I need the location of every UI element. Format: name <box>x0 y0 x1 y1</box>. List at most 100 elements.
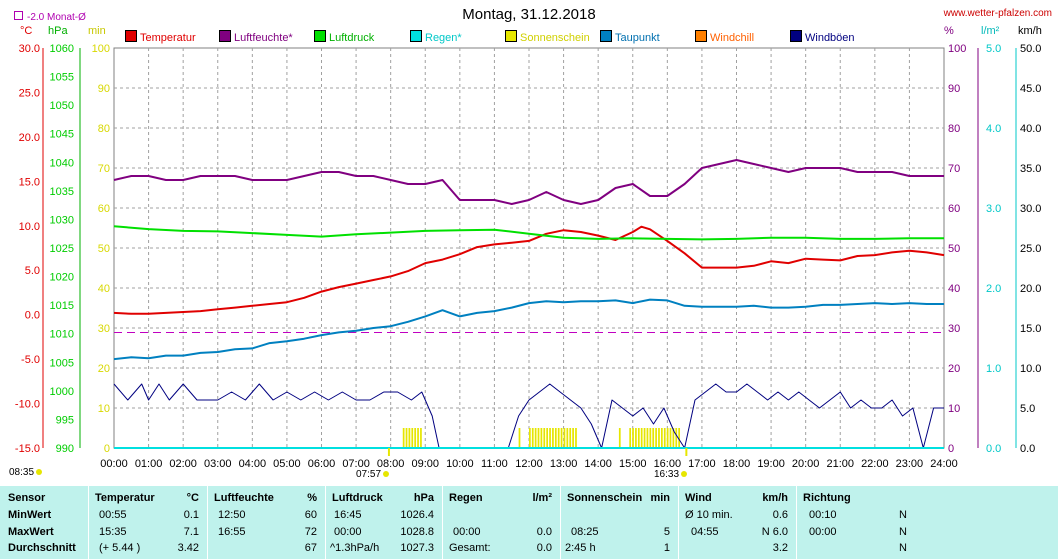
tick-label-min: 90 <box>98 83 110 95</box>
sunshine-bar <box>672 428 675 448</box>
summary-col-regen: Regen l/m² 00:00 0.0 Gesamt: 0.0 <box>443 486 560 559</box>
summary-max-label: MaxWert <box>8 526 54 538</box>
sunshine-bar <box>652 428 655 448</box>
legend-swatch <box>505 30 517 42</box>
x-tick-label: 05:00 <box>273 458 301 470</box>
x-tick-label: 17:00 <box>688 458 716 470</box>
summary-divider <box>442 486 443 559</box>
tick-label-kmh: 40.0 <box>1020 123 1041 135</box>
unit-hpa: hPa <box>48 25 68 37</box>
tick-label-temp: 10.0 <box>19 221 40 233</box>
unit-kmh: km/h <box>1018 25 1042 37</box>
summary-header: Sonnenschein <box>567 492 643 504</box>
summary-value: 0.0 <box>536 542 552 554</box>
x-tick-label: 24:00 <box>930 458 958 470</box>
summary-unit: l/m² <box>532 492 552 504</box>
tick-label-pct: 50 <box>948 243 960 255</box>
tick-label-hpa: 1010 <box>50 329 74 341</box>
sunshine-bar <box>666 428 669 448</box>
legend-swatch <box>219 30 231 42</box>
summary-value: N <box>899 526 907 538</box>
tick-label-hpa: 1030 <box>50 214 74 226</box>
sunrise-label: 07:57 <box>356 469 382 480</box>
summary-unit: min <box>650 492 670 504</box>
summary-value: 1028.8 <box>400 526 434 538</box>
summary-header: Temperatur <box>95 492 155 504</box>
tick-label-temp: 20.0 <box>19 132 40 144</box>
sunshine-bar <box>643 428 646 448</box>
sunshine-bar <box>417 428 419 448</box>
tick-label-hpa: 1015 <box>50 300 74 312</box>
tick-label-kmh: 30.0 <box>1020 203 1041 215</box>
sunshine-bar <box>402 428 405 448</box>
tick-label-temp: 30.0 <box>19 43 40 55</box>
x-tick-label: 21:00 <box>826 458 854 470</box>
tick-label-pct: 20 <box>948 363 960 375</box>
tick-label-min: 20 <box>98 363 110 375</box>
summary-divider <box>678 486 679 559</box>
tick-label-kmh: 45.0 <box>1020 83 1041 95</box>
summary-divider <box>560 486 561 559</box>
tick-label-lm2: 0.0 <box>986 443 1001 455</box>
sunshine-bar <box>569 428 572 448</box>
sunshine-bar <box>618 428 621 448</box>
summary-time: 2:45 h <box>565 542 596 554</box>
x-tick-label: 06:00 <box>308 458 336 470</box>
legend-swatch <box>600 30 612 42</box>
x-tick-label: 22:00 <box>861 458 889 470</box>
summary-unit: hPa <box>413 492 434 504</box>
x-tick-label: 23:00 <box>896 458 924 470</box>
summary-divider <box>796 486 797 559</box>
tick-label-min: 30 <box>98 323 110 335</box>
sunshine-bar <box>646 428 649 448</box>
unit-lm2: l/m² <box>981 25 1000 37</box>
tick-label-hpa: 1040 <box>50 157 74 169</box>
tick-label-temp: -15.0 <box>15 443 40 455</box>
legend-swatch <box>790 30 802 42</box>
summary-divider <box>207 486 208 559</box>
tick-label-hpa: 1060 <box>50 43 74 55</box>
sunshine-bar <box>563 428 566 448</box>
legend-windboeen: Windböen <box>790 30 855 46</box>
tick-label-hpa: 1045 <box>50 129 74 141</box>
summary-value: 0.0 <box>536 526 552 538</box>
chart-title: Montag, 31.12.2018 <box>462 6 596 23</box>
summary-col-luftfeuchte: Luftfeuchte % 12:50 60 16:55 72 67 <box>208 486 325 559</box>
sunshine-bar <box>557 428 560 448</box>
legend-windchill: Windchill <box>695 30 754 46</box>
current-time: 08:35 <box>9 467 43 478</box>
sunshine-bar <box>534 428 537 448</box>
sunshine-bar <box>678 428 681 448</box>
tick-label-temp: 0.0 <box>25 310 40 322</box>
sunshine-bar <box>411 428 414 448</box>
sunrise-dot-icon <box>383 471 390 477</box>
sunset-dot-icon <box>681 471 688 477</box>
legend-luftfeuchte: Luftfeuchte* <box>219 30 293 46</box>
tick-label-temp: 5.0 <box>25 265 40 277</box>
sun-dot-icon <box>36 469 43 475</box>
summary-value: N 6.0 <box>761 526 788 538</box>
legend-temperatur: Temperatur <box>125 30 196 46</box>
sunshine-bar <box>405 428 408 448</box>
summary-col-temperatur: Temperatur °C 00:55 0.1 15:35 7.1 (+ 5.4… <box>89 486 207 559</box>
sunshine-bar <box>540 428 543 448</box>
sunshine-bar <box>572 428 574 448</box>
sunshine-bar <box>560 428 563 448</box>
series-line-temperatur <box>113 225 945 315</box>
x-tick-label: 08:00 <box>377 458 405 470</box>
legend-swatch <box>410 30 422 42</box>
summary-header: Richtung <box>803 492 851 504</box>
summary-value: 1026.4 <box>400 509 434 521</box>
summary-value: N <box>899 509 907 521</box>
summary-col-wind: Wind km/h Ø 10 min. 0.6 04:55 N 6.0 3.2 <box>679 486 796 559</box>
summary-time: Ø 10 min. <box>685 509 733 521</box>
summary-time: ^1.3hPa/h <box>330 542 380 554</box>
summary-value: 7.1 <box>183 526 199 538</box>
tick-label-min: 50 <box>98 243 110 255</box>
sunshine-bar <box>529 428 531 448</box>
tick-label-min: 10 <box>98 403 110 415</box>
site-url[interactable]: www.wetter-pfalzen.com <box>943 8 1052 19</box>
legend-swatch <box>314 30 326 42</box>
tick-label-min: 100 <box>92 43 110 55</box>
x-tick-label: 20:00 <box>792 458 820 470</box>
